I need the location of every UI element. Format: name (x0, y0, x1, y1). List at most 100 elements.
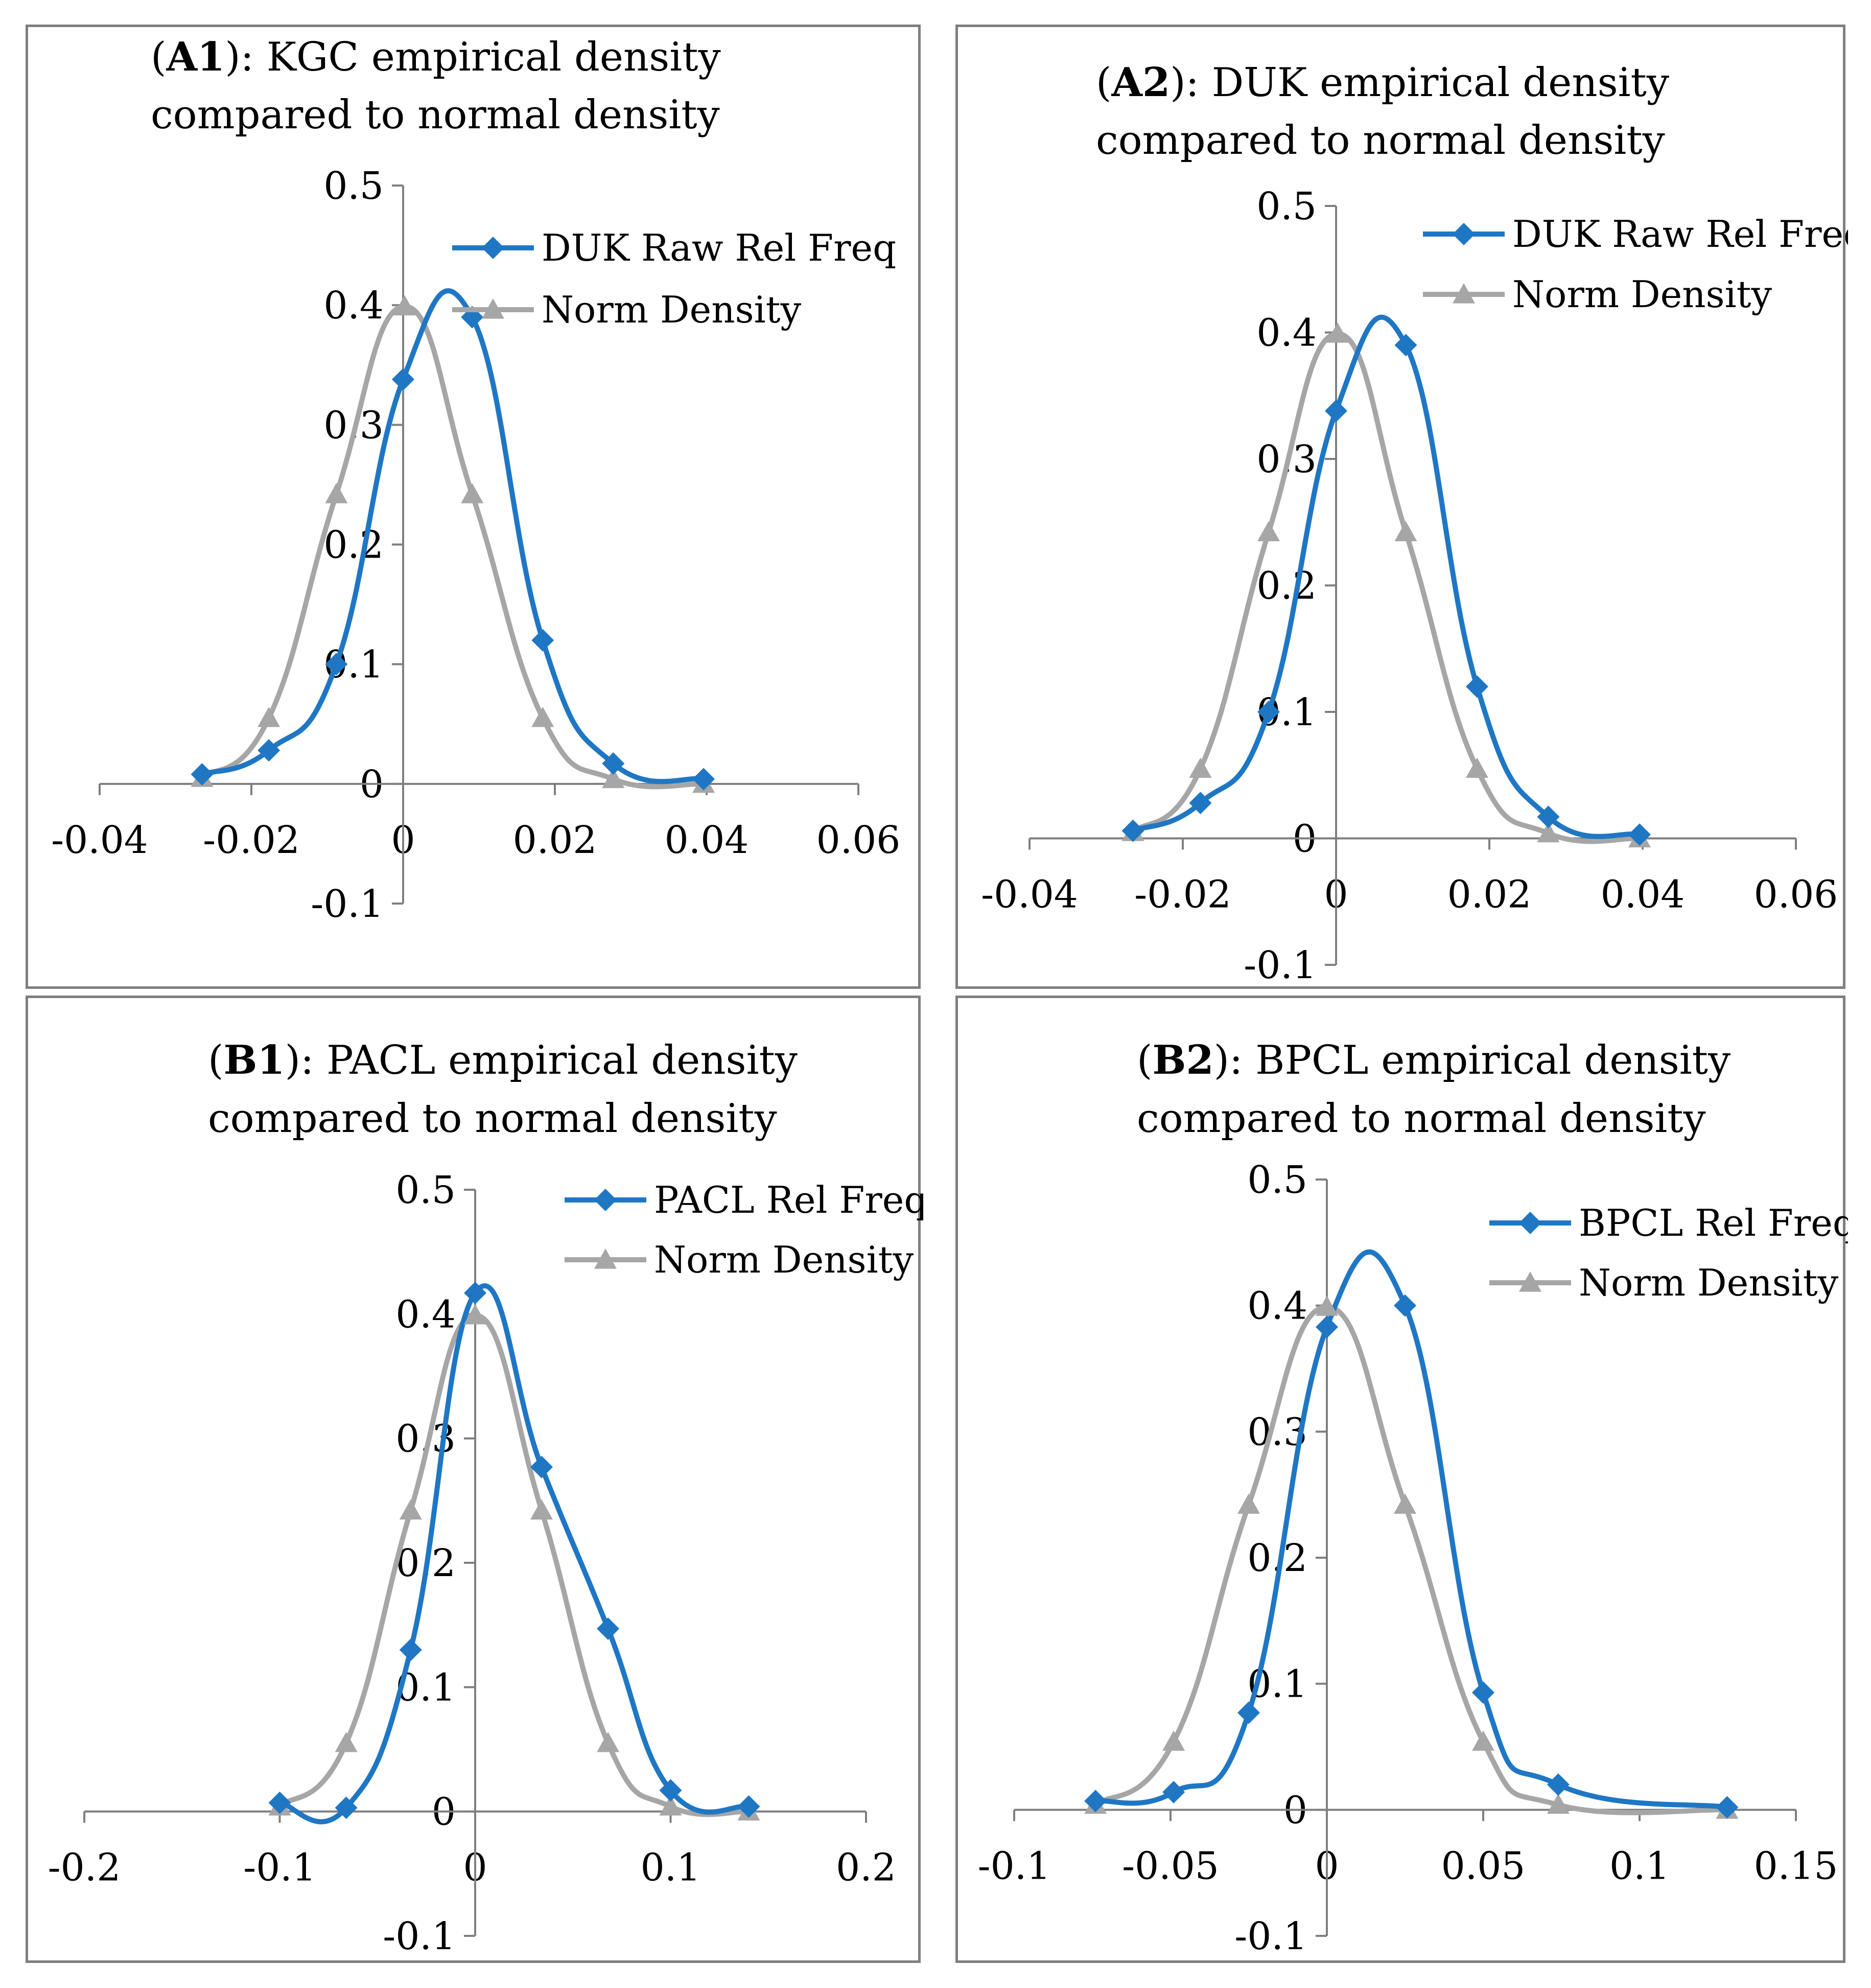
legend: BPCL Rel Freq Norm Density (1489, 1201, 1848, 1304)
data-point-empirical (191, 763, 214, 786)
data-point-empirical (1162, 1781, 1185, 1804)
chart-title-line1: (B2): BPCL empirical density (1137, 1037, 1730, 1083)
data-point-empirical (325, 653, 348, 676)
data-point-empirical (531, 629, 554, 652)
y-tick-label: 0.5 (323, 164, 384, 208)
y-tick-label: 0.5 (1247, 1158, 1307, 1202)
data-point-empirical (1189, 792, 1212, 815)
series-lines (277, 1283, 752, 1824)
chart-title-line2: compared to normal density (151, 92, 720, 138)
legend-marker-normal (1519, 1272, 1541, 1292)
data-point-normal (1394, 521, 1417, 542)
data-point-empirical (268, 1791, 291, 1814)
series-line-empirical (1093, 1249, 1730, 1810)
series-line-normal (1093, 1304, 1730, 1815)
y-tick-label: 0.5 (395, 1168, 456, 1212)
y-tick-label: 0.2 (1256, 564, 1317, 608)
series-line-empirical (277, 1283, 752, 1824)
chart-svg-b2: (B2): BPCL empirical density compared to… (978, 1037, 1848, 1958)
data-point-empirical (392, 368, 414, 391)
chart-svg-b1: (B1): PACL empirical density compared to… (48, 1037, 923, 1958)
series-line-empirical (1130, 314, 1642, 839)
data-point-empirical (737, 1795, 760, 1818)
chart-panel-a1: (A1): KGC empirical density compared to … (26, 25, 921, 989)
x-tick-label: -0.02 (1134, 873, 1231, 917)
legend-label-normal: Norm Density (542, 288, 802, 331)
data-point-empirical (659, 1779, 682, 1802)
y-tick-label: 0.4 (1256, 311, 1317, 355)
chart-panel-b2: (B2): BPCL empirical density compared to… (955, 996, 1848, 1963)
data-point-empirical (1325, 399, 1347, 422)
data-point-empirical (597, 1617, 620, 1640)
x-tick-label: -0.04 (981, 873, 1078, 917)
data-point-normal (1472, 1730, 1494, 1751)
x-ticks: -0.2 -0.1 0 0.1 0.2 (48, 1846, 896, 1890)
chart-svg-a2: (A2): DUK empirical density compared to … (981, 59, 1848, 987)
legend: DUK Raw Rel Freq Norm Density (452, 226, 896, 331)
data-point-normal (1466, 757, 1488, 778)
data-point-normal (530, 1499, 553, 1520)
data-point-normal (1257, 521, 1280, 542)
data-point-normal (335, 1731, 358, 1752)
data-point-empirical (1716, 1796, 1739, 1819)
data-point-normal (325, 483, 348, 503)
series-line-normal (1130, 331, 1642, 844)
data-point-empirical (1394, 1294, 1416, 1317)
legend-marker-normal (594, 1249, 617, 1269)
x-ticks: -0.04 -0.02 0 0.02 0.04 0.06 (981, 873, 1838, 917)
data-point-normal (531, 707, 554, 727)
legend-marker-empirical (1453, 223, 1475, 245)
chart-title-line1: (B1): PACL empirical density (208, 1037, 798, 1083)
legend-marker-empirical (482, 237, 504, 259)
chart-title-line2: compared to normal density (1096, 118, 1665, 164)
x-tick-label: 0.04 (1601, 873, 1685, 917)
x-tick-label: -0.04 (51, 818, 148, 862)
data-point-empirical (692, 768, 715, 791)
data-point-empirical (1547, 1773, 1570, 1796)
x-tick-label: 0.04 (665, 818, 749, 862)
axes (1028, 205, 1797, 966)
data-point-empirical (464, 1281, 486, 1304)
data-point-normal (1537, 822, 1560, 843)
y-tick-label: -0.1 (383, 1914, 456, 1958)
data-point-empirical (258, 739, 280, 762)
data-point-normal (1237, 1493, 1260, 1514)
data-point-empirical (1316, 1315, 1338, 1338)
y-tick-label: 0.4 (395, 1292, 456, 1336)
legend-label-empirical: BPCL Rel Freq (1579, 1201, 1848, 1244)
legend-label-empirical: PACL Rel Freq (654, 1178, 923, 1221)
data-point-empirical (1537, 805, 1560, 828)
y-tick-label: 0.4 (323, 284, 384, 328)
data-point-normal (659, 1795, 682, 1816)
chart-title-line2: compared to normal density (1137, 1096, 1706, 1142)
data-point-normal (1326, 322, 1349, 343)
series-lines (199, 288, 707, 790)
data-point-normal (399, 1499, 422, 1520)
y-tick-label: -0.1 (1244, 943, 1317, 987)
data-point-empirical (399, 1638, 422, 1661)
legend-label-empirical: DUK Raw Rel Freq (1512, 213, 1848, 256)
chart-panel-b1: (B1): PACL empirical density compared to… (26, 996, 923, 1963)
series-line-normal (277, 1312, 752, 1817)
legend-marker-normal (1453, 283, 1475, 304)
y-tick-label: -0.1 (311, 882, 384, 926)
data-point-normal (258, 707, 280, 727)
series-lines (1130, 314, 1642, 844)
data-point-empirical (1394, 334, 1417, 357)
legend-label-normal: Norm Density (1512, 273, 1772, 316)
series-markers (1121, 322, 1651, 848)
x-tick-label: -0.05 (1122, 1844, 1219, 1888)
legend-marker-empirical (594, 1189, 617, 1211)
x-tick-label: 0.2 (836, 1846, 896, 1890)
chart-panel-a2: (A2): DUK empirical density compared to … (955, 25, 1848, 989)
x-tick-label: -0.02 (203, 818, 300, 862)
series-markers (191, 295, 715, 793)
y-tick-label: 0.5 (1256, 184, 1317, 228)
data-point-empirical (1472, 1681, 1494, 1704)
x-tick-label: 0.15 (1754, 1844, 1838, 1888)
data-point-normal (393, 295, 416, 316)
data-point-normal (1316, 1296, 1338, 1316)
x-tick-label: -0.2 (48, 1846, 121, 1890)
x-tick-label: 0.02 (1447, 873, 1532, 917)
data-point-normal (1189, 757, 1212, 778)
